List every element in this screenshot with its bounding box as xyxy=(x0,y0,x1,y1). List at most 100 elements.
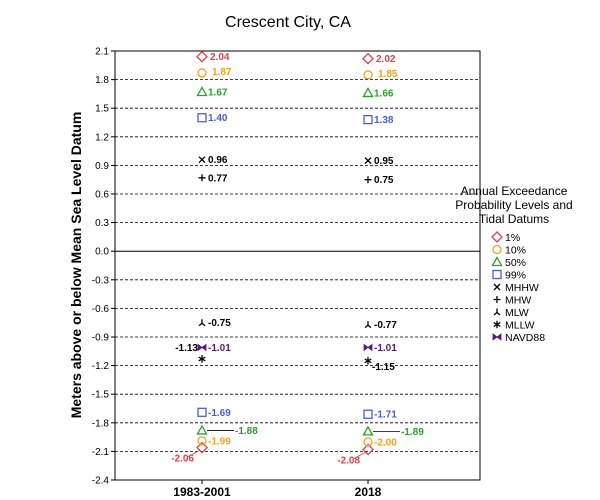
y-tick-label: 1.2 xyxy=(95,132,109,143)
data-label: 1.66 xyxy=(374,88,394,99)
legend-label: MHW xyxy=(505,295,531,307)
y-tick-label: -1.2 xyxy=(92,361,110,372)
legend-label: 50% xyxy=(505,257,526,269)
data-label: 2.04 xyxy=(210,52,230,63)
data-label: -2.06 xyxy=(171,454,194,465)
point-low-99pct xyxy=(197,407,207,417)
legend-marker-1pct xyxy=(491,231,503,243)
legend: Annual Exceedance Probability Levels and… xyxy=(455,184,572,344)
data-label: -1.15 xyxy=(372,362,395,373)
legend-label: NAVD88 xyxy=(505,332,545,344)
legend-title-line-2: Probability Levels and xyxy=(455,198,572,212)
y-axis-ticks: 2.1 1.8 1.5 1.2 0.9 0.6 0.3 0.0 -0.3 -0.6 -0.9 -1.2… xyxy=(92,47,115,487)
y-tick-label: -2.1 xyxy=(92,447,110,458)
data-points: 2.04 2.02 -2.06 -2.08 1.87 1.85 -1.99 -2.00 1.67… xyxy=(171,50,424,466)
y-tick-label: -0.6 xyxy=(92,304,110,315)
point-mhhw xyxy=(198,156,206,164)
point-mllw xyxy=(364,357,372,365)
point-navd88 xyxy=(363,343,373,352)
legend-label: 1% xyxy=(505,232,520,244)
data-label: -2.00 xyxy=(374,437,397,448)
legend-marker-mlw xyxy=(493,308,501,316)
data-label: 0.95 xyxy=(374,156,394,167)
leader-line xyxy=(187,450,200,457)
point-navd88 xyxy=(197,343,207,352)
point-low-1pct xyxy=(362,443,374,456)
data-label: -0.75 xyxy=(208,318,231,329)
point-99pct xyxy=(363,114,373,125)
legend-marker-99pct xyxy=(492,269,502,280)
legend-marker-mhhw xyxy=(493,283,501,291)
point-mhw xyxy=(198,174,206,182)
legend-label: MHHW xyxy=(505,282,539,294)
legend-marker-10pct xyxy=(492,244,502,255)
point-10pct xyxy=(197,68,207,78)
legend-marker-mllw xyxy=(493,320,501,329)
data-label: 1.38 xyxy=(374,115,394,126)
data-label: -1.88 xyxy=(235,426,258,437)
legend-marker-mhw xyxy=(493,296,501,303)
data-label: -1.01 xyxy=(208,343,231,354)
leader-line xyxy=(353,452,366,459)
y-tick-label: -0.3 xyxy=(92,275,110,286)
point-mlw xyxy=(364,321,372,329)
point-mhw xyxy=(364,176,372,184)
legend-label: 10% xyxy=(505,245,526,257)
data-label: 1.87 xyxy=(212,67,232,78)
point-mllw xyxy=(198,355,206,363)
legend-label: MLW xyxy=(505,307,529,319)
y-tick-label: -1.5 xyxy=(92,390,110,401)
data-label: -1.01 xyxy=(374,343,397,354)
data-label: 1.40 xyxy=(208,113,228,124)
data-label: -1.71 xyxy=(374,410,397,421)
data-label: 0.96 xyxy=(208,155,228,166)
gridlines xyxy=(115,79,480,452)
data-label: 0.75 xyxy=(374,175,394,186)
legend-title-line-1: Annual Exceedance xyxy=(461,184,568,198)
point-mlw xyxy=(198,319,206,327)
point-low-10pct xyxy=(197,436,207,446)
point-low-50pct xyxy=(362,425,374,436)
point-low-99pct xyxy=(363,409,373,419)
y-tick-label: -0.9 xyxy=(92,333,110,344)
data-label: 1.67 xyxy=(208,87,228,98)
point-low-50pct xyxy=(196,424,208,435)
y-tick-label: -2.4 xyxy=(92,476,110,487)
plot-frame xyxy=(114,50,481,481)
point-mhhw xyxy=(364,157,372,165)
data-label: 1.85 xyxy=(378,69,398,80)
y-tick-label: 2.1 xyxy=(95,47,109,58)
y-tick-label: 0.0 xyxy=(95,247,109,258)
point-10pct xyxy=(363,70,373,80)
chart-title: Crescent City, CA xyxy=(225,14,351,31)
data-label: -1.89 xyxy=(401,427,424,438)
y-tick-label: 0.9 xyxy=(95,161,109,172)
legend-title-line-3: Tidal Datums xyxy=(479,212,549,226)
point-50pct xyxy=(362,87,374,98)
legend-marker-50pct xyxy=(491,256,503,267)
x-axis-ticks: 1983-2001 2018 xyxy=(173,480,382,499)
data-label: -1.99 xyxy=(208,436,231,447)
point-50pct xyxy=(196,86,208,97)
y-axis-label: Meters above or below Mean Sea Level Dat… xyxy=(68,112,84,419)
y-tick-label: 0.3 xyxy=(95,218,109,229)
y-tick-label: 0.6 xyxy=(95,190,109,201)
data-label: -1.13 xyxy=(175,343,198,354)
point-1pct xyxy=(196,50,208,63)
x-tick-label: 2018 xyxy=(355,485,382,499)
legend-label: MLLW xyxy=(505,320,535,332)
y-tick-label: -1.8 xyxy=(92,418,110,429)
data-label: 2.02 xyxy=(376,54,396,65)
data-label: -2.08 xyxy=(337,455,360,466)
data-label: -0.77 xyxy=(374,320,397,331)
data-label: 0.77 xyxy=(208,173,228,184)
legend-label: 99% xyxy=(505,270,526,282)
point-low-10pct xyxy=(363,437,373,447)
point-low-1pct xyxy=(196,441,208,454)
legend-marker-navd88 xyxy=(492,333,502,341)
y-tick-label: 1.5 xyxy=(95,104,109,115)
point-1pct xyxy=(362,52,374,65)
y-tick-label: 1.8 xyxy=(95,75,109,86)
